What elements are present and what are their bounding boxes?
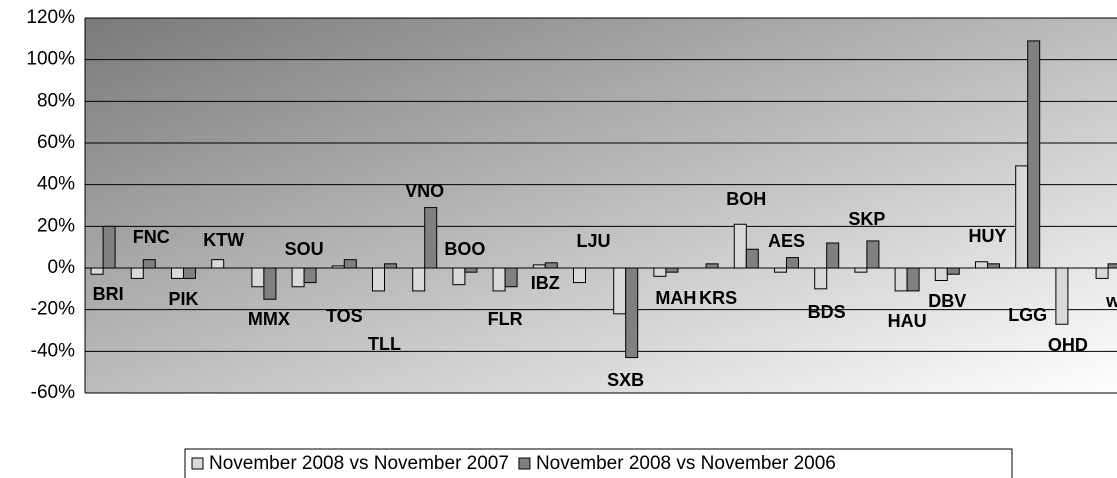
y-tick-label: 60% xyxy=(37,132,75,153)
y-tick-label: -40% xyxy=(31,340,75,361)
y-tick-label: 20% xyxy=(37,215,75,236)
y-tick-label: 0% xyxy=(48,257,76,278)
bar xyxy=(1107,263,1117,269)
legend-box xyxy=(184,448,1013,478)
bar xyxy=(251,267,265,288)
category-label: BRI xyxy=(93,284,124,304)
bar xyxy=(492,267,506,292)
bar xyxy=(854,267,868,273)
category-label: BDS xyxy=(808,302,846,322)
legend-swatch xyxy=(191,457,204,470)
bar xyxy=(532,264,546,269)
y-tick-label: 40% xyxy=(37,174,75,195)
category-label: SOU xyxy=(285,239,324,259)
category-label: FLR xyxy=(488,309,523,329)
category-label: IBZ xyxy=(531,273,560,293)
bar xyxy=(303,267,317,284)
category-label: PIK xyxy=(168,289,198,309)
bar xyxy=(1027,40,1041,269)
category-label: MMX xyxy=(248,309,290,329)
bar xyxy=(263,267,277,300)
legend-label: November 2008 vs November 2007 xyxy=(209,453,509,474)
plot: -60% -40% -20% 0% 20% 40% 60% 80% 100% 120% BRI FNC… xyxy=(26,7,1117,403)
category-label: DBV xyxy=(928,291,966,311)
bar xyxy=(773,267,787,273)
bar xyxy=(142,259,156,269)
bar xyxy=(625,267,639,359)
bar xyxy=(745,248,759,269)
legend-swatch xyxy=(518,457,531,470)
bar xyxy=(424,207,438,269)
bar xyxy=(665,267,679,273)
category-label: HUY xyxy=(968,226,1006,246)
category-label: AES xyxy=(768,231,805,251)
y-tick-label: 100% xyxy=(26,49,75,70)
bar xyxy=(464,267,478,273)
bar xyxy=(733,223,747,269)
bar xyxy=(906,267,920,292)
bar xyxy=(1095,267,1109,279)
category-label: OHD xyxy=(1048,335,1088,355)
category-label: FNC xyxy=(133,227,170,247)
legend-label: November 2008 vs November 2006 xyxy=(536,453,836,474)
category-label: BOO xyxy=(444,239,485,259)
bar xyxy=(613,267,627,315)
bar xyxy=(412,267,426,292)
y-tick-label: 80% xyxy=(37,90,75,111)
bar xyxy=(974,261,988,269)
category-label: LGG xyxy=(1008,305,1047,325)
bar xyxy=(572,267,586,284)
bar xyxy=(211,259,225,269)
bar xyxy=(785,257,799,269)
bar xyxy=(452,267,466,286)
bar xyxy=(90,267,104,275)
category-label: SXB xyxy=(607,370,644,390)
bar xyxy=(343,259,357,269)
y-tick-label: -60% xyxy=(31,382,75,403)
category-label: wa xyxy=(1105,291,1117,311)
bar xyxy=(894,267,908,292)
bar xyxy=(705,263,719,269)
bar xyxy=(182,267,196,279)
category-label: KRS xyxy=(699,288,737,308)
y-tick-label: -20% xyxy=(31,299,75,320)
plot-area xyxy=(85,18,1117,393)
bar xyxy=(102,225,116,269)
bar xyxy=(934,267,948,281)
y-tick-label: 120% xyxy=(26,7,75,28)
category-label: HAU xyxy=(888,311,927,331)
bar xyxy=(170,267,184,279)
category-label: TLL xyxy=(368,334,401,354)
bar xyxy=(826,242,840,269)
category-label: VNO xyxy=(405,181,444,201)
category-label: MAH xyxy=(655,288,696,308)
category-label: BOH xyxy=(726,189,766,209)
category-label: SKP xyxy=(848,209,885,229)
bar xyxy=(986,263,1000,269)
bar xyxy=(1015,165,1029,269)
bar xyxy=(544,262,558,269)
bar xyxy=(1055,267,1069,325)
bar xyxy=(504,267,518,288)
category-label: TOS xyxy=(326,306,363,326)
bar xyxy=(946,267,960,275)
bar xyxy=(130,267,144,279)
bar xyxy=(371,267,385,292)
bar xyxy=(383,263,397,269)
bar xyxy=(653,267,667,277)
bar xyxy=(331,265,345,269)
category-label: LJU xyxy=(576,231,610,251)
bar xyxy=(814,267,828,290)
bar xyxy=(866,240,880,269)
category-label: KTW xyxy=(203,230,244,250)
bar xyxy=(291,267,305,288)
